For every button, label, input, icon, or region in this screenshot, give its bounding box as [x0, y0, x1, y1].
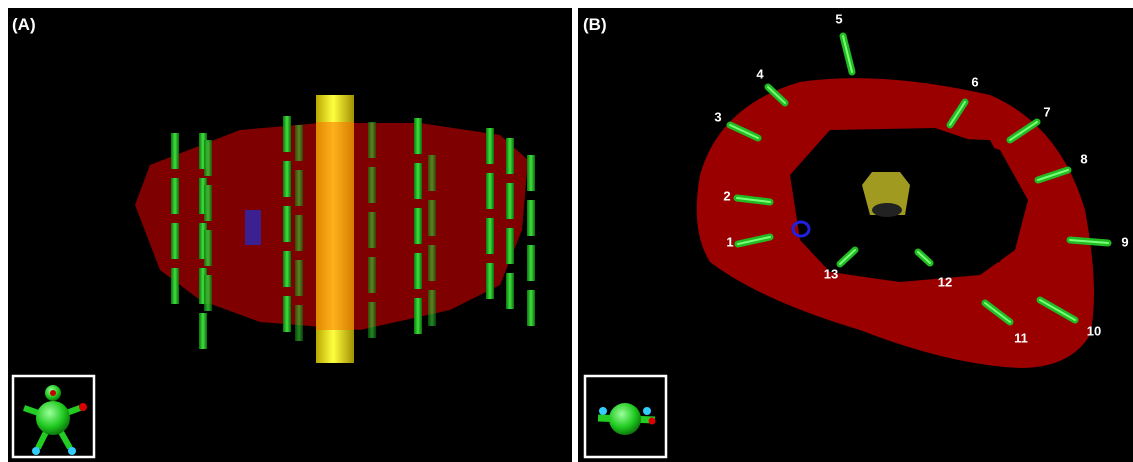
needle-segment [414, 208, 422, 244]
needle-segment [527, 245, 535, 281]
needle-label: 10 [1087, 323, 1101, 338]
needle-label: 2 [723, 188, 730, 203]
needle-segment [295, 260, 303, 296]
applicator-a-overlap [316, 122, 354, 330]
needle-label: 6 [971, 74, 978, 89]
needle-segment [204, 140, 212, 176]
needle-label: 8 [1080, 151, 1087, 166]
needle-segment [506, 273, 514, 309]
needle-label: 7 [1043, 104, 1050, 119]
needle-segment [428, 200, 436, 236]
panel-label: (B) [583, 15, 607, 34]
needle-segment [368, 257, 376, 293]
needle-segment [527, 155, 535, 191]
needle-segment [506, 138, 514, 174]
needle-label: 12 [938, 274, 952, 289]
needle-segment [414, 253, 422, 289]
needle-segment [199, 313, 207, 349]
needle-segment [414, 163, 422, 199]
needle-segment [283, 206, 291, 242]
needle-segment [283, 116, 291, 152]
needle-segment [171, 178, 179, 214]
needle-segment [295, 170, 303, 206]
needle-segment [171, 268, 179, 304]
needle-segment [506, 228, 514, 264]
needle-segment [428, 155, 436, 191]
needle-segment [283, 251, 291, 287]
applicator-b-opening [872, 203, 902, 217]
needle-segment [283, 296, 291, 332]
needle-segment [295, 125, 303, 161]
needle-segment [486, 173, 494, 209]
needle-segment [368, 122, 376, 158]
needle-label: 1 [726, 234, 733, 249]
needle-segment [368, 167, 376, 203]
needle-segment [486, 263, 494, 299]
needle-label: 9 [1121, 234, 1128, 249]
needle-segment [295, 305, 303, 341]
needle-segment [283, 161, 291, 197]
needle-segment [527, 200, 535, 236]
needle-segment [368, 212, 376, 248]
needle-segment [428, 290, 436, 326]
needle-segment [486, 218, 494, 254]
needle-segment [295, 215, 303, 251]
needle-segment [171, 133, 179, 169]
needle-segment [506, 183, 514, 219]
needle-segment [428, 245, 436, 281]
needle-segment [368, 302, 376, 338]
needle-label: 5 [835, 11, 842, 26]
needle-label: 4 [756, 66, 764, 81]
needle-segment [414, 298, 422, 334]
needle-segment [171, 223, 179, 259]
needle-label: 3 [714, 109, 721, 124]
needle-segment [204, 185, 212, 221]
needle-segment [414, 118, 422, 154]
needle-label: 11 [1014, 330, 1028, 345]
page: (A) 12345678910111213 (B) (() => { const… [0, 0, 1133, 462]
marker-a [245, 210, 261, 245]
figure: (A) 12345678910111213 (B) [0, 0, 1133, 462]
needle-segment [486, 128, 494, 164]
needle-label: 13 [824, 266, 838, 281]
needle-segment [204, 230, 212, 266]
needle-segment [204, 275, 212, 311]
needle-segment [527, 290, 535, 326]
panel-label: (A) [12, 15, 36, 34]
